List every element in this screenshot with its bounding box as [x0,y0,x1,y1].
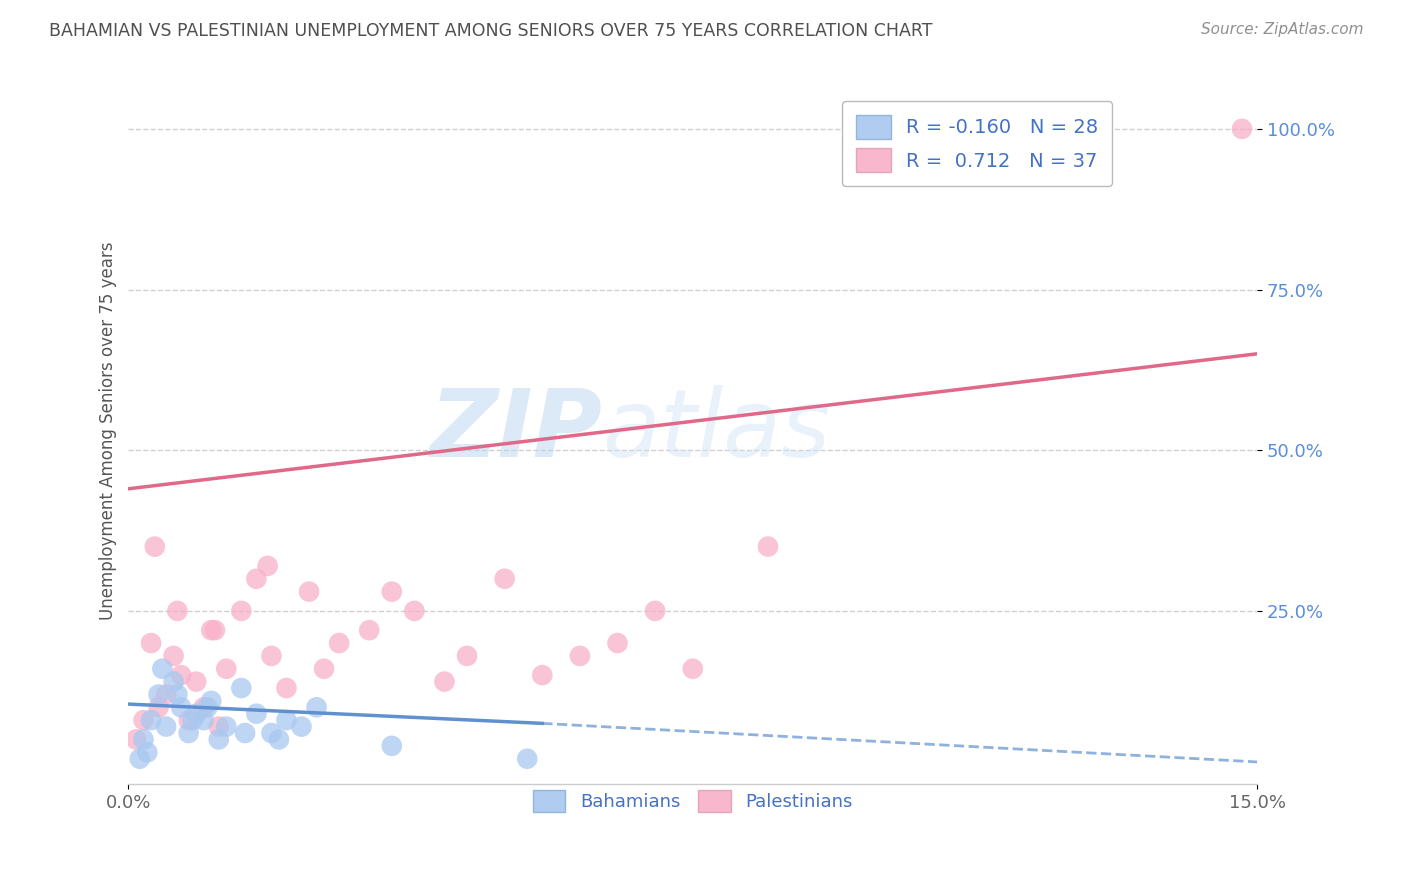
Point [233,726,256,740]
Point [305,700,328,714]
Point [756,540,779,554]
Point [516,752,538,766]
Point [148,700,170,714]
Point [186,706,208,721]
Point [404,604,426,618]
Point [215,662,238,676]
Point [170,700,193,714]
Point [197,700,219,714]
Point [204,623,226,637]
Point [166,688,188,702]
Point [177,726,200,740]
Point [260,726,283,740]
Point [267,732,290,747]
Point [276,713,298,727]
Text: BAHAMIAN VS PALESTINIAN UNEMPLOYMENT AMONG SENIORS OVER 75 YEARS CORRELATION CHA: BAHAMIAN VS PALESTINIAN UNEMPLOYMENT AMO… [49,22,932,40]
Point [215,720,238,734]
Point [208,732,231,747]
Point [314,662,336,676]
Point [298,584,321,599]
Point [150,662,173,676]
Point [139,713,162,727]
Point [606,636,628,650]
Point [682,662,704,676]
Point [181,713,204,727]
Point [136,745,159,759]
Point [170,668,193,682]
Point [568,648,591,663]
Point [132,732,155,747]
Point [231,604,253,618]
Point [276,681,298,695]
Point [245,706,267,721]
Point [256,558,278,573]
Point [186,674,208,689]
Point [162,648,184,663]
Point [231,681,253,695]
Point [162,674,184,689]
Point [381,739,404,753]
Text: ZIP: ZIP [430,385,602,477]
Point [193,713,215,727]
Point [139,636,162,650]
Point [177,713,200,727]
Point [359,623,381,637]
Point [644,604,666,618]
Y-axis label: Unemployment Among Seniors over 75 years: Unemployment Among Seniors over 75 years [100,242,117,620]
Point [381,584,404,599]
Point [494,572,516,586]
Point [1230,121,1253,136]
Text: atlas: atlas [602,385,831,476]
Point [125,732,148,747]
Point [531,668,554,682]
Point [200,623,222,637]
Legend: Bahamians, Palestinians: Bahamians, Palestinians [520,778,865,825]
Point [155,720,177,734]
Point [456,648,478,663]
Point [148,688,170,702]
Point [208,720,231,734]
Point [132,713,155,727]
Point [143,540,166,554]
Point [166,604,188,618]
Point [245,572,267,586]
Point [128,752,150,766]
Point [260,648,283,663]
Point [290,720,312,734]
Point [200,694,222,708]
Point [328,636,350,650]
Text: Source: ZipAtlas.com: Source: ZipAtlas.com [1201,22,1364,37]
Point [155,688,177,702]
Point [433,674,456,689]
Point [193,700,215,714]
